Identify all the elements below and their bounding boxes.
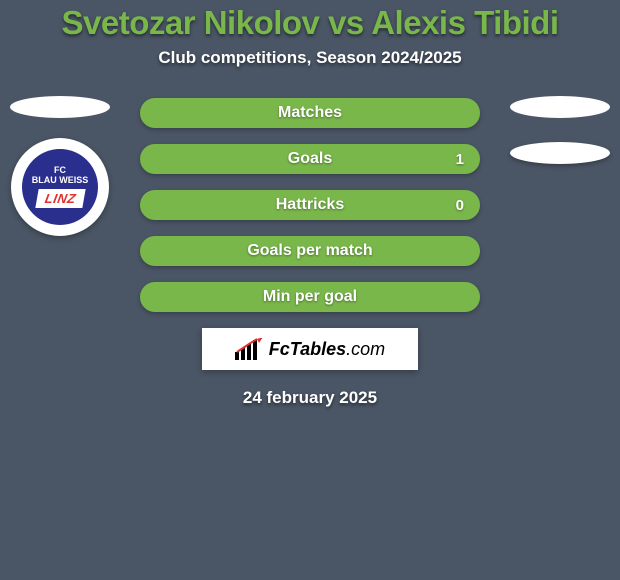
stat-label: Goals per match [247,242,372,260]
club-badge-bottom: LINZ [35,189,85,208]
date-text: 24 february 2025 [0,388,620,408]
stat-row-min-per-goal: Min per goal [140,282,480,312]
stat-row-goals-per-match: Goals per match [140,236,480,266]
stat-row-hattricks: Hattricks 0 [140,190,480,220]
brand-main: FcTables [269,339,346,359]
stat-label: Matches [278,104,342,122]
stat-value-right: 1 [456,151,464,168]
brand-badge: FcTables.com [202,328,418,370]
club-badge-mid: BLAU WEISS [32,176,89,185]
stat-value-right: 0 [456,197,464,214]
player-left-avatar-placeholder [10,96,110,118]
player-left-club-badge: FC BLAU WEISS LINZ [11,138,109,236]
club-badge-inner: FC BLAU WEISS LINZ [22,149,98,225]
bar-chart-icon [235,338,263,360]
stat-row-matches: Matches [140,98,480,128]
stat-label: Hattricks [276,196,344,214]
stats-panel: FC BLAU WEISS LINZ Matches Goals 1 Hattrick… [0,98,620,312]
stat-label: Goals [288,150,332,168]
brand-suffix: .com [346,339,385,359]
subtitle: Club competitions, Season 2024/2025 [0,48,620,68]
brand-text: FcTables.com [269,339,385,360]
player-right-avatar-placeholder [510,96,610,118]
stat-row-goals: Goals 1 [140,144,480,174]
stat-label: Min per goal [263,288,357,306]
club-badge-top: FC [54,166,66,175]
page-title: Svetozar Nikolov vs Alexis Tibidi [0,0,620,42]
player-right-avatar-placeholder-2 [510,142,610,164]
